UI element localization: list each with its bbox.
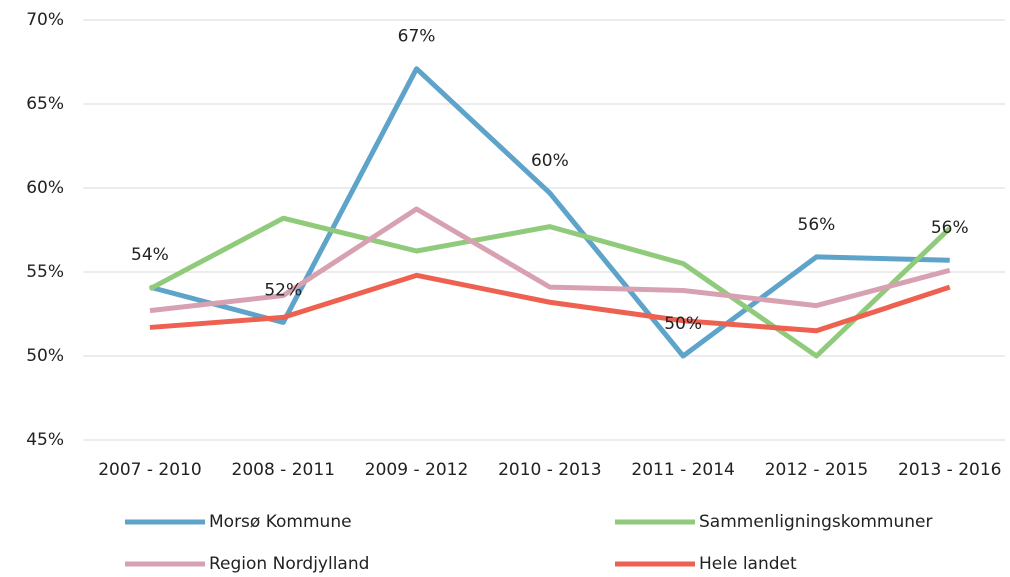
data-label: 52% bbox=[264, 280, 302, 300]
data-label: 56% bbox=[931, 218, 969, 238]
series-line bbox=[149, 66, 950, 359]
y-tick-label: 70% bbox=[26, 10, 64, 30]
data-label: 56% bbox=[798, 215, 836, 235]
legend-label: Morsø Kommune bbox=[209, 512, 352, 532]
y-tick-label: 60% bbox=[26, 178, 64, 198]
x-tick-label: 2013 - 2016 bbox=[898, 460, 1001, 480]
y-tick-label: 55% bbox=[26, 262, 64, 282]
x-tick-label: 2009 - 2012 bbox=[365, 460, 468, 480]
series-line bbox=[148, 215, 952, 359]
x-tick-label: 2011 - 2014 bbox=[631, 460, 734, 480]
x-tick-label: 2010 - 2013 bbox=[498, 460, 601, 480]
legend-label: Sammenligningskommuner bbox=[699, 512, 932, 532]
series-line bbox=[149, 272, 951, 334]
x-tick-label: 2007 - 2010 bbox=[98, 460, 201, 480]
data-label: 54% bbox=[131, 245, 169, 265]
legend-label: Region Nordjylland bbox=[209, 554, 369, 574]
series-line bbox=[149, 206, 951, 314]
data-label: 60% bbox=[531, 151, 569, 171]
y-tick-label: 45% bbox=[26, 430, 64, 450]
data-label: 67% bbox=[398, 27, 436, 47]
data-label: 50% bbox=[664, 314, 702, 334]
legend-label: Hele landet bbox=[699, 554, 797, 574]
x-tick-label: 2008 - 2011 bbox=[232, 460, 335, 480]
y-tick-label: 50% bbox=[26, 346, 64, 366]
x-tick-label: 2012 - 2015 bbox=[765, 460, 868, 480]
y-tick-label: 65% bbox=[26, 94, 64, 114]
